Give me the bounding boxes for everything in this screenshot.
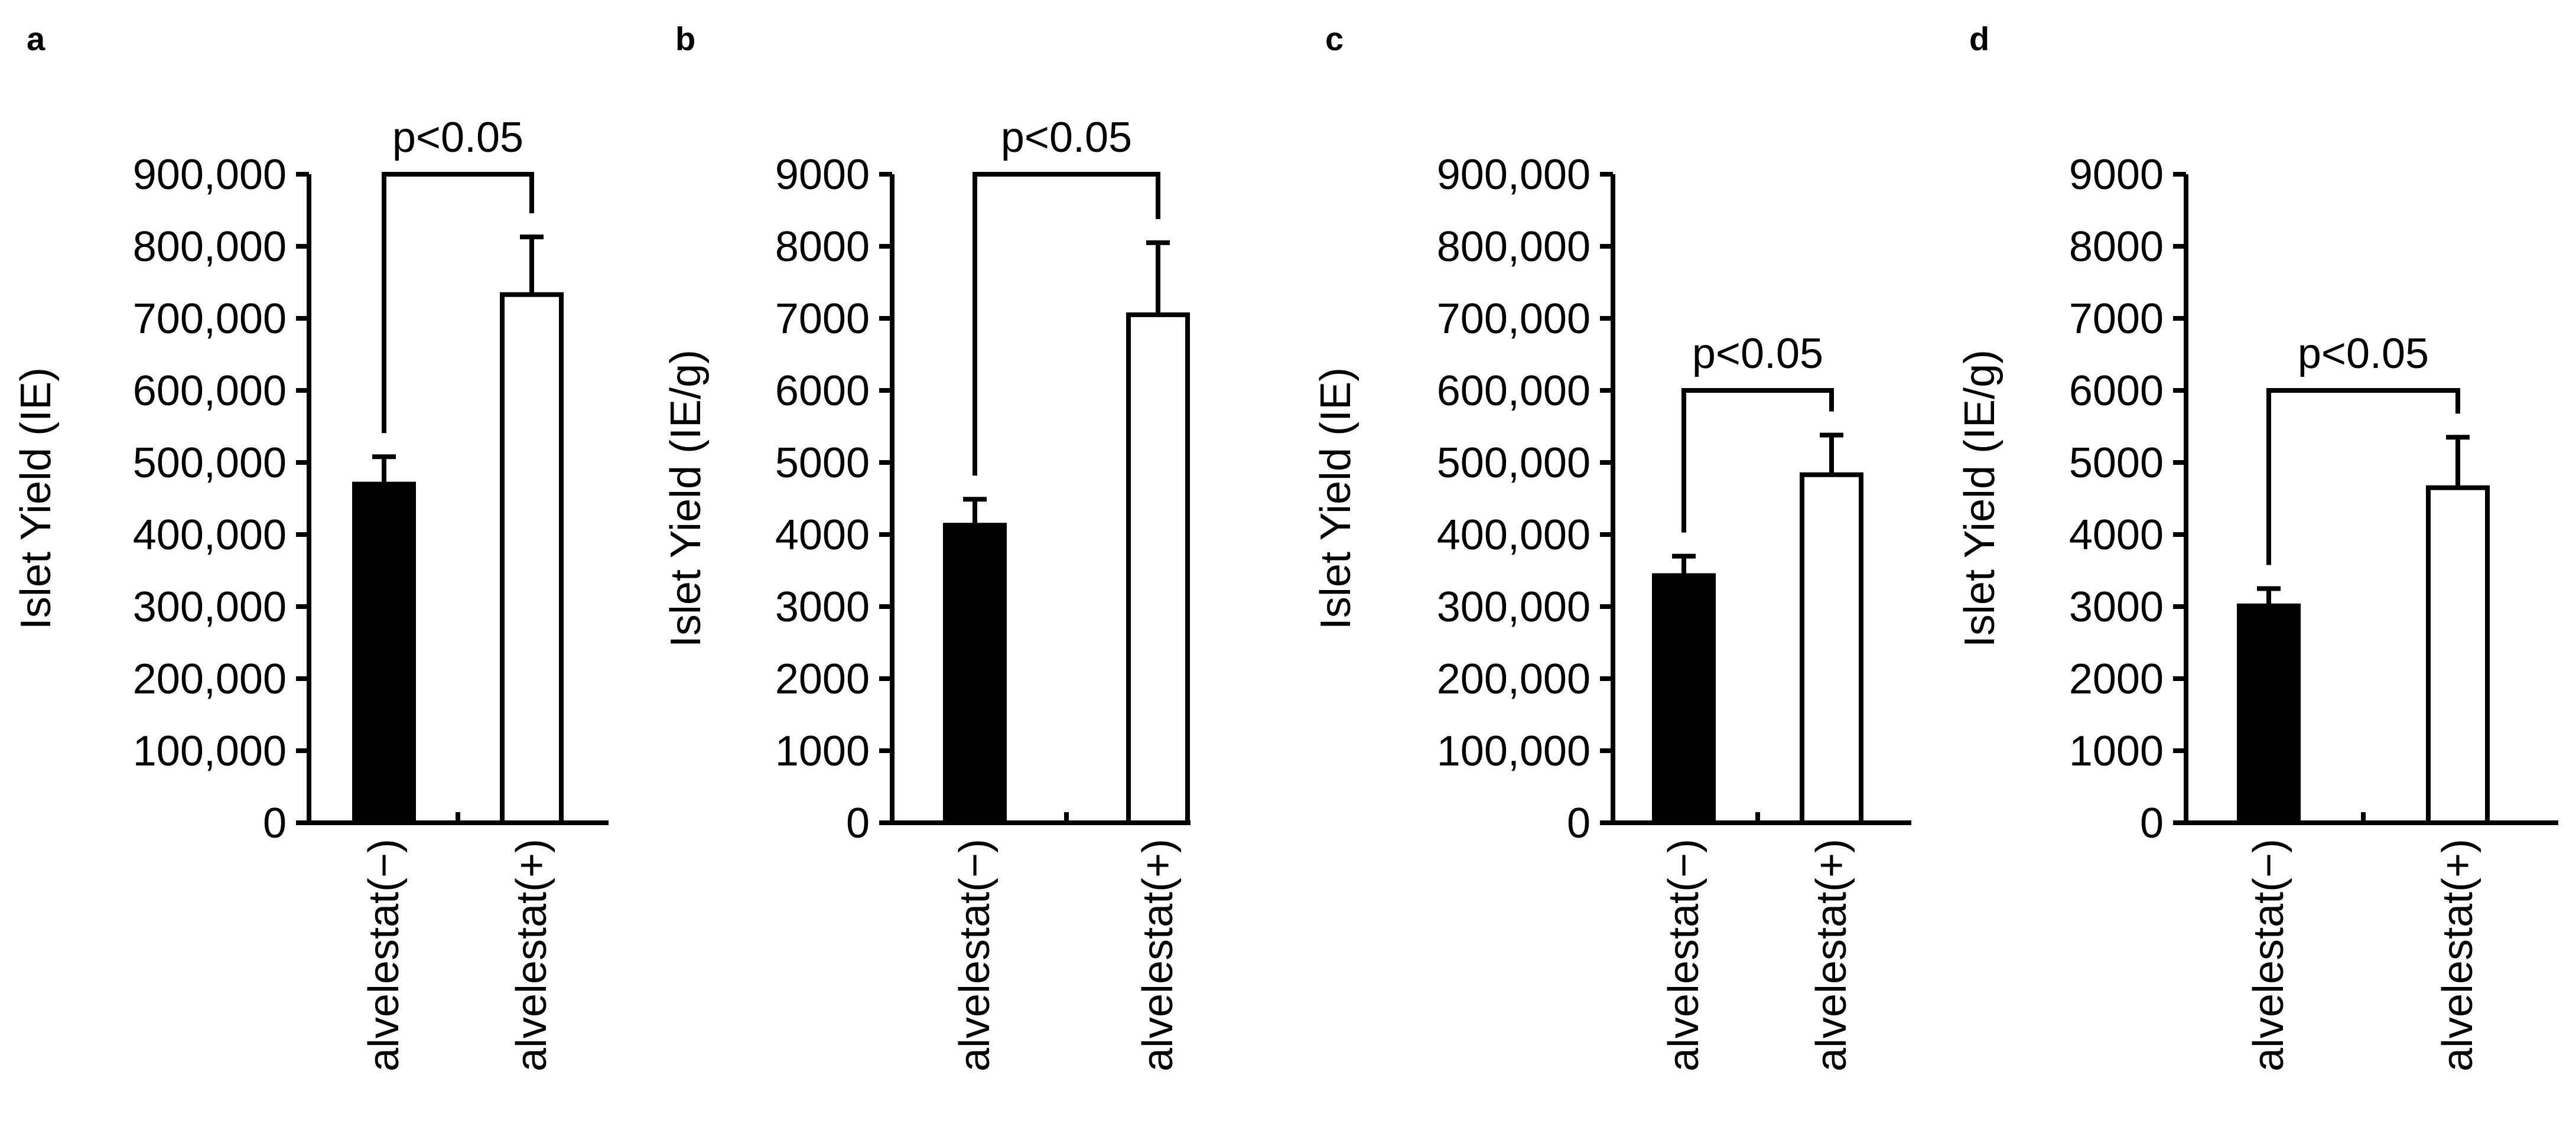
- significance-label: p<0.05: [392, 114, 523, 161]
- y-tick-label: 700,000: [1437, 295, 1591, 343]
- category-label: alvelestat(−): [2245, 839, 2292, 1071]
- y-axis-title: Islet Yield (IE/g): [662, 350, 710, 647]
- y-axis-title: Islet Yield (IE/g): [1956, 350, 2003, 647]
- y-tick-label: 1000: [2069, 728, 2164, 775]
- y-tick-label: 300,000: [133, 584, 287, 631]
- y-tick-label: 500,000: [1437, 439, 1591, 487]
- category-label: alvelestat(−): [360, 839, 408, 1071]
- bar: [2237, 603, 2301, 826]
- panel-c: c 0 100,000 200,000 300,000 400,000 500,000 600…: [1312, 20, 1911, 1071]
- y-tick-label: 3000: [775, 584, 870, 631]
- y-tick-label: 100,000: [1437, 728, 1591, 775]
- y-tick-label: 0: [2140, 800, 2164, 847]
- panel-letter: c: [1325, 20, 1344, 57]
- significance-label: p<0.05: [1692, 330, 1823, 377]
- y-tick-label: 6000: [2069, 367, 2164, 415]
- y-tick-label: 600,000: [1437, 367, 1591, 415]
- bar: [352, 481, 416, 825]
- panel-letter: d: [1969, 20, 1989, 57]
- category-label: alvelestat(+): [1134, 839, 1182, 1071]
- significance-bracket: [382, 172, 534, 434]
- category-label: alvelestat(+): [508, 839, 555, 1071]
- bar: [1652, 573, 1716, 825]
- significance-bracket: [2266, 388, 2460, 565]
- panel-letter: b: [675, 20, 695, 57]
- y-tick-label: 500,000: [133, 439, 287, 487]
- bar: [2426, 485, 2490, 825]
- y-tick-label: 700,000: [133, 295, 287, 343]
- y-tick-label: 4000: [775, 511, 870, 559]
- y-tick-label: 8000: [2069, 223, 2164, 271]
- bar: [1800, 472, 1863, 825]
- y-tick-label: 8000: [775, 223, 870, 271]
- panel-b: b 0 1000 2000 3000 4000 5000 6000 7000 8000 9000 Is…: [662, 20, 1191, 1071]
- y-tick-label: 900,000: [133, 151, 287, 198]
- y-tick-label: 9000: [2069, 151, 2164, 198]
- category-label: alvelestat(−): [951, 839, 998, 1071]
- y-tick-label: 1000: [775, 728, 870, 775]
- y-tick-label: 400,000: [1437, 511, 1591, 559]
- y-tick-label: 100,000: [133, 728, 287, 775]
- y-axis-title: Islet Yield (IE): [1312, 367, 1359, 630]
- y-tick-label: 800,000: [133, 223, 287, 271]
- y-tick-label: 0: [1567, 800, 1591, 847]
- significance-bracket: [972, 172, 1160, 476]
- bar: [1126, 312, 1190, 825]
- y-tick-label: 600,000: [133, 367, 287, 415]
- y-tick-label: 5000: [2069, 439, 2164, 487]
- significance-label: p<0.05: [2298, 330, 2429, 377]
- y-tick-label: 200,000: [133, 656, 287, 703]
- y-axis-title: Islet Yield (IE): [12, 367, 60, 630]
- y-tick-label: 200,000: [1437, 656, 1591, 703]
- y-tick-label: 7000: [775, 295, 870, 343]
- y-tick-label: 2000: [2069, 656, 2164, 703]
- category-label: alvelestat(+): [2434, 839, 2481, 1071]
- significance-label: p<0.05: [1001, 114, 1132, 161]
- y-tick-label: 7000: [2069, 295, 2164, 343]
- y-tick-label: 9000: [775, 151, 870, 198]
- y-tick-label: 400,000: [133, 511, 287, 559]
- y-tick-label: 6000: [775, 367, 870, 415]
- y-tick-label: 300,000: [1437, 584, 1591, 631]
- y-tick-label: 5000: [775, 439, 870, 487]
- y-tick-label: 900,000: [1437, 151, 1591, 198]
- panel-letter: a: [27, 20, 45, 57]
- y-tick-label: 800,000: [1437, 223, 1591, 271]
- y-tick-label: 2000: [775, 656, 870, 703]
- y-tick-label: 4000: [2069, 511, 2164, 559]
- y-tick-label: 0: [846, 800, 870, 847]
- significance-bracket: [1681, 388, 1834, 533]
- y-tick-label: 0: [263, 800, 287, 847]
- y-tick-label: 3000: [2069, 584, 2164, 631]
- category-label: alvelestat(−): [1660, 839, 1707, 1071]
- panel-a: a 0 100,000 200,000 300,000 400,000 500,000 600…: [12, 20, 609, 1071]
- bar: [500, 292, 564, 825]
- bar: [943, 523, 1007, 825]
- category-label: alvelestat(+): [1808, 839, 1855, 1071]
- panel-d: d 0 1000 2000 3000 4000 5000 6000 7000 8000 9000 Is…: [1956, 20, 2558, 1071]
